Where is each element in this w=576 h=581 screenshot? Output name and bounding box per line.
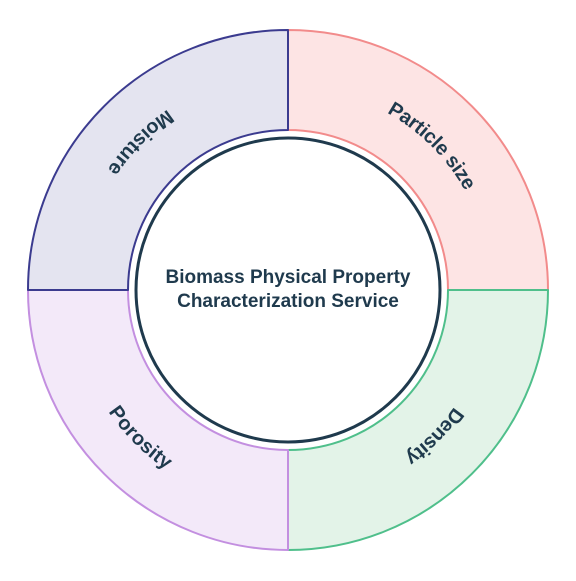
donut-segment-2 (28, 290, 288, 550)
donut-svg: Particle sizeDensityPorosityMoisture (0, 0, 576, 581)
donut-segment-3 (28, 30, 288, 290)
donut-chart: Particle sizeDensityPorosityMoisture Bio… (0, 0, 576, 581)
donut-segment-1 (288, 290, 548, 550)
inner-ring (136, 138, 440, 442)
donut-segment-0 (288, 30, 548, 290)
